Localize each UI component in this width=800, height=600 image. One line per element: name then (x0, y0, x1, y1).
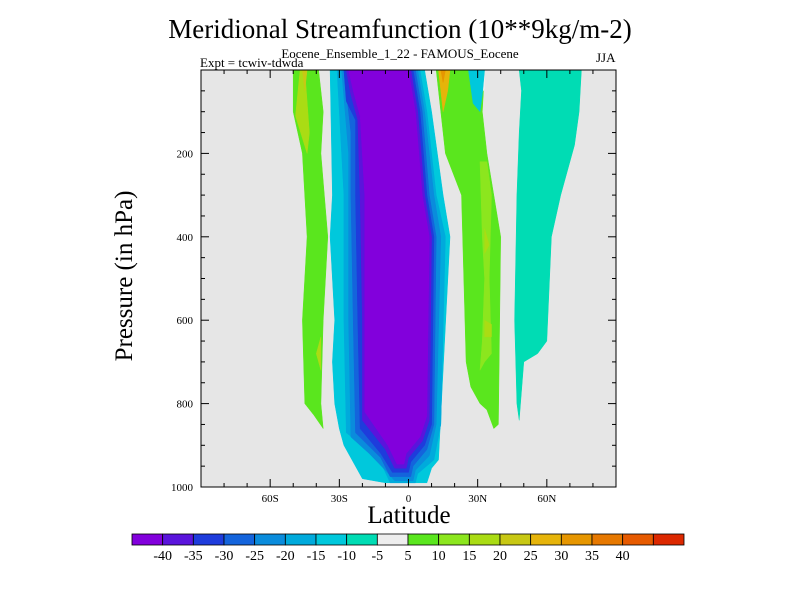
colorbar-swatch (530, 533, 562, 546)
colorbar-swatch (652, 533, 685, 546)
colorbar-label: -5 (371, 549, 383, 564)
colorbar-swatch (407, 533, 440, 546)
expt-label: Expt = tcwiv-tdwda (200, 55, 304, 70)
contour-region (348, 69, 430, 465)
colorbar-swatch (192, 533, 225, 546)
colorbar-label: -20 (276, 549, 295, 564)
colorbar-label: 40 (616, 549, 630, 564)
colorbar-label: 25 (524, 549, 538, 564)
x-axis-label: Latitude (367, 502, 451, 529)
contour-region (484, 228, 490, 254)
colorbar-label: 35 (585, 549, 599, 564)
colorbar-label: -15 (307, 549, 326, 564)
colorbar-swatch (315, 533, 348, 546)
colorbar-label: -25 (245, 549, 264, 564)
colorbar-swatch (254, 533, 286, 546)
contour-layer (292, 69, 582, 484)
contour-region (514, 69, 582, 421)
colorbar-label: -35 (184, 549, 203, 564)
colorbar-swatch (438, 533, 470, 546)
colorbar-label: -10 (337, 549, 356, 564)
colorbar-label: 15 (462, 549, 476, 564)
colorbar-swatch (223, 533, 256, 546)
experiment-subtitle: Eocene_Ensemble_1_22 - FAMOUS_Eocene (281, 46, 519, 61)
contour-region (484, 319, 492, 338)
y-tick-label: 200 (177, 148, 194, 160)
colorbar-swatch (499, 533, 532, 546)
colorbar-label: 5 (405, 549, 412, 564)
colorbar-label: -40 (153, 549, 172, 564)
y-tick-label: 1000 (171, 482, 194, 494)
contour-region (479, 161, 492, 371)
colorbar-swatch (376, 533, 409, 546)
colorbar-label: 30 (554, 549, 568, 564)
season-label: JJA (596, 50, 616, 65)
chart-title: Meridional Streamfunction (10**9kg/m-2) (168, 14, 632, 44)
contour-region (292, 69, 329, 430)
colorbar-swatch (622, 533, 654, 546)
y-tick-label: 400 (177, 232, 194, 244)
colorbar-swatch (468, 533, 501, 546)
colorbar-swatch (284, 533, 317, 546)
colorbar: -40 -35 -30 -25 -20 -15 -10 -5 5 10 15 20 25 30 35 40 (131, 533, 685, 564)
x-tick-label: 0 (406, 493, 412, 505)
x-tick-label: 60N (537, 493, 556, 505)
colorbar-swatch (162, 533, 194, 546)
contour-region (316, 336, 322, 371)
y-tick-label: 600 (177, 315, 194, 327)
y-axis-label: Pressure (in hPa) (111, 190, 138, 362)
colorbar-swatch (591, 533, 624, 546)
x-tick-label: 30N (468, 493, 487, 505)
x-tick-label: 30S (331, 493, 348, 505)
x-tick-label: 60S (262, 493, 279, 505)
y-tick-label: 800 (177, 399, 194, 411)
colorbar-label: -30 (215, 549, 234, 564)
colorbar-swatch (346, 533, 378, 546)
x-axis: 60S 30S 0 30N 60N (223, 70, 594, 505)
colorbar-swatch (131, 533, 164, 546)
colorbar-label: 10 (432, 549, 446, 564)
colorbar-label: 20 (493, 549, 507, 564)
colorbar-swatch (560, 533, 593, 546)
y-axis: 200 400 600 800 1000 (171, 90, 616, 494)
